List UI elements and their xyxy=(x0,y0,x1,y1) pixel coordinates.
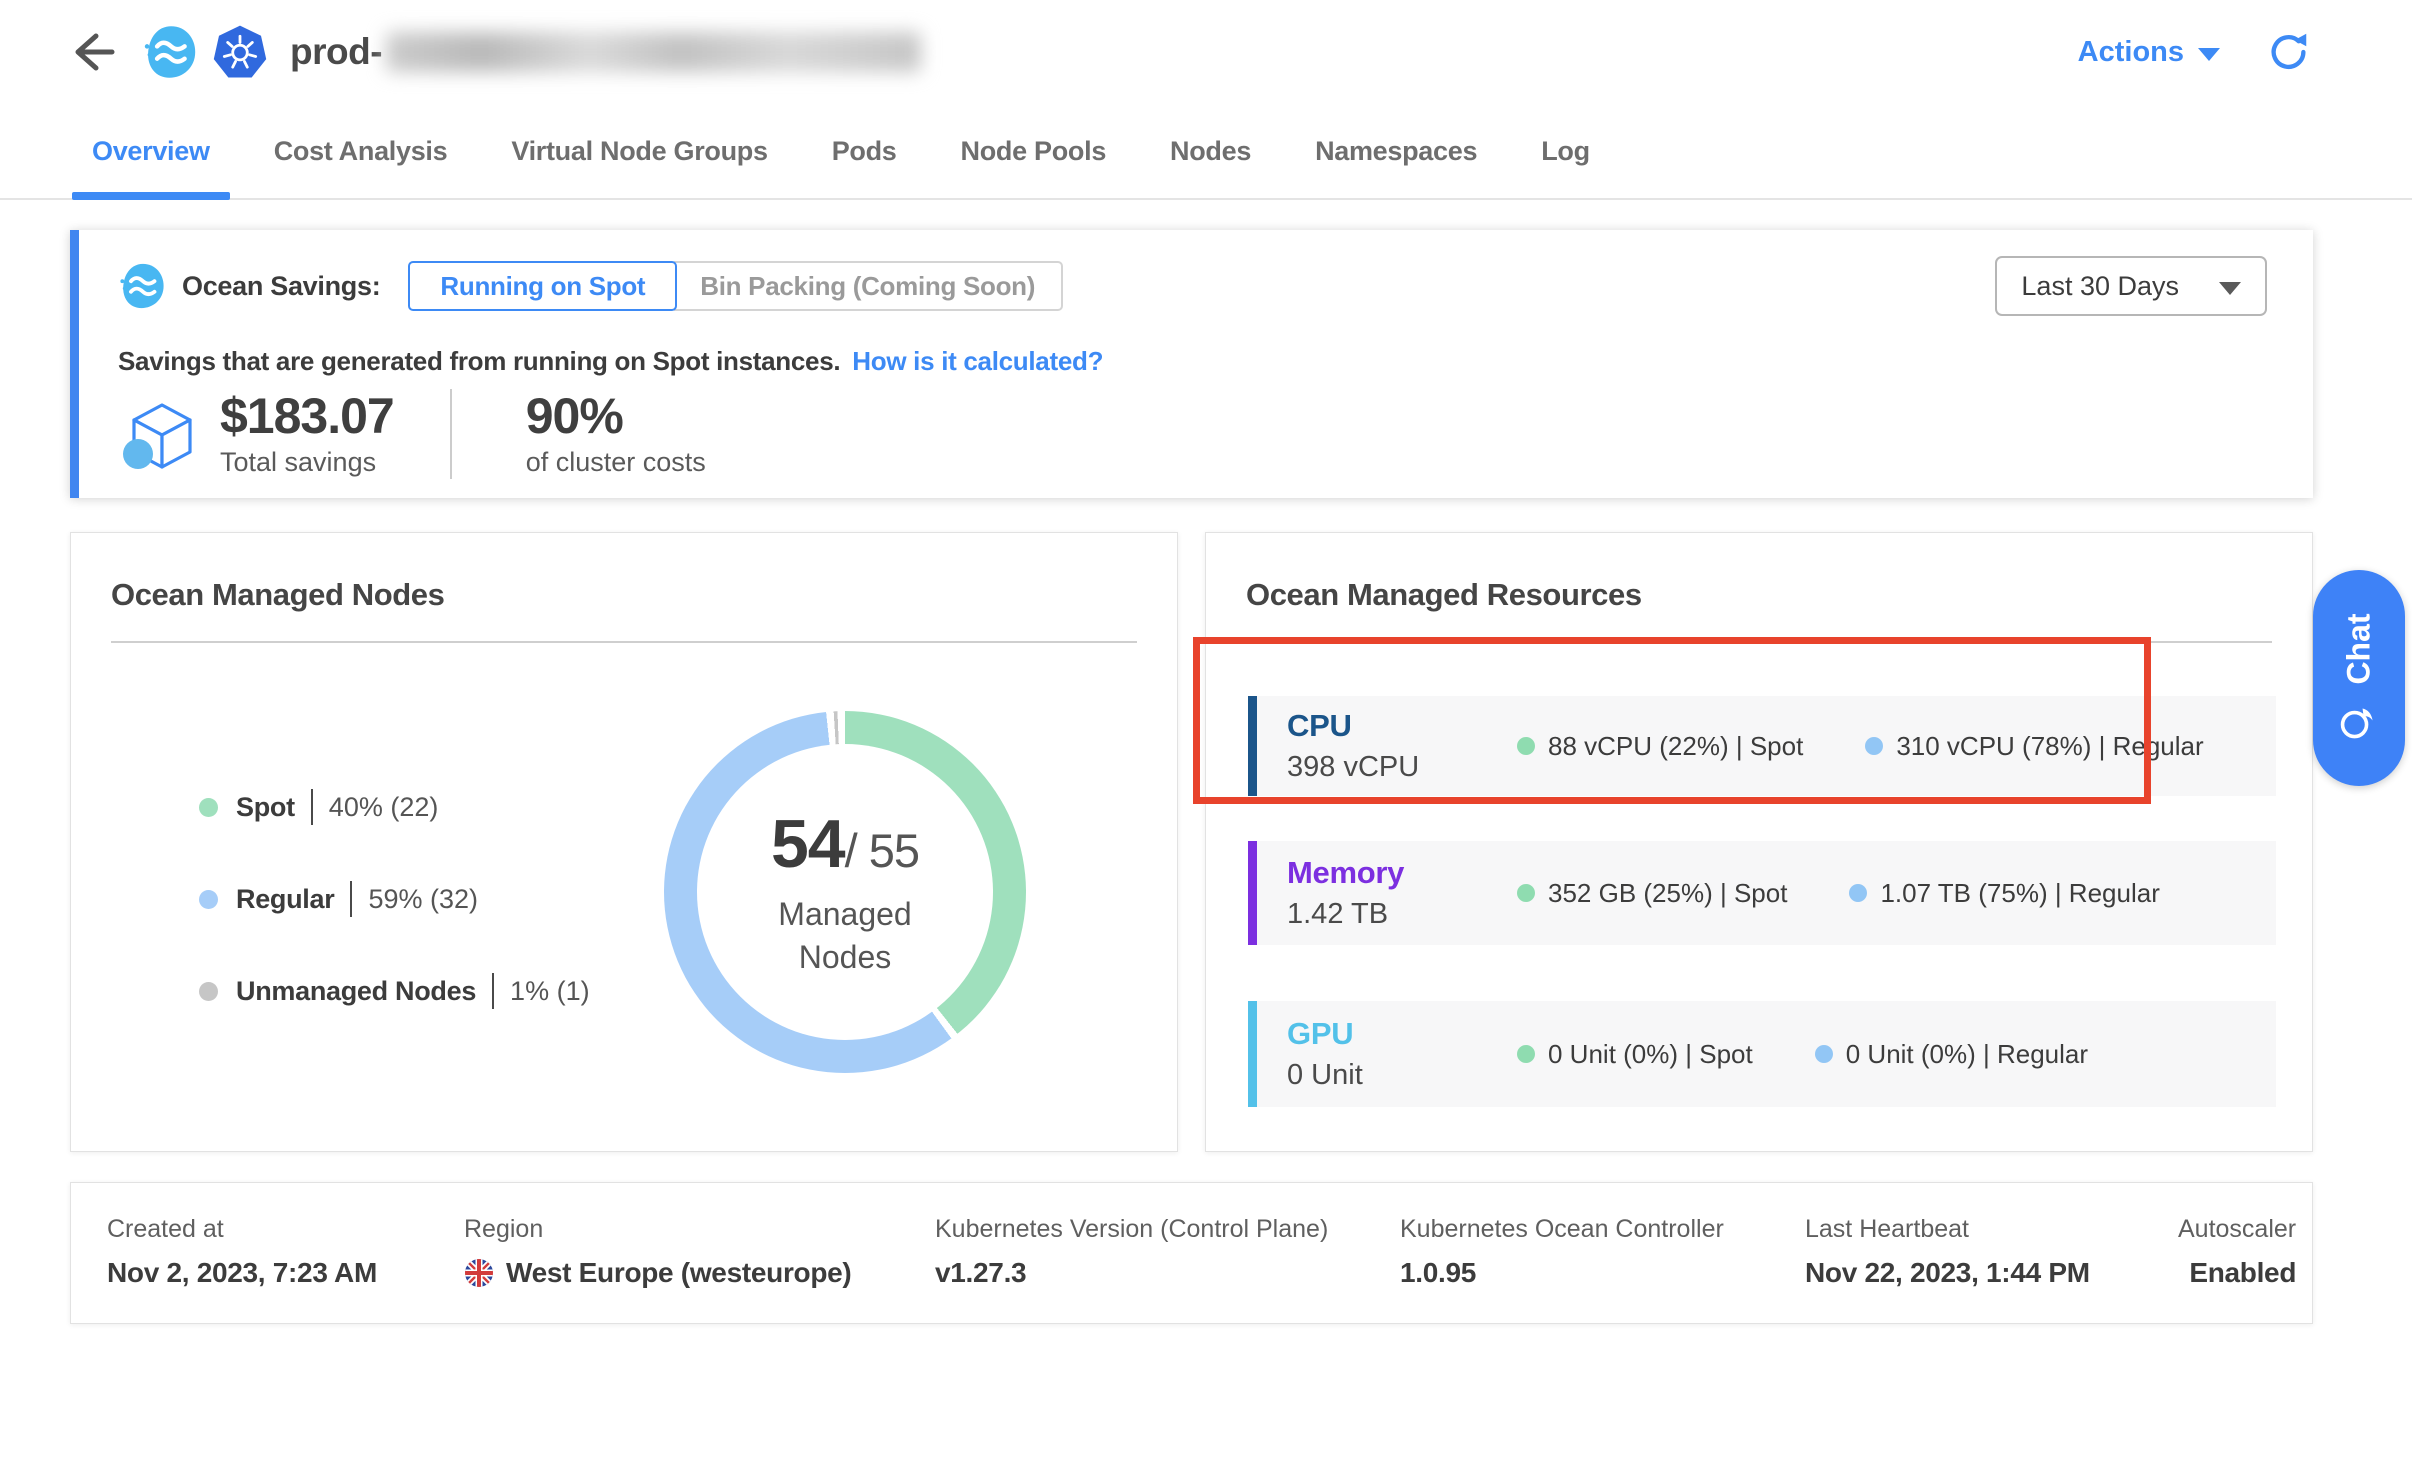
info-autoscaler: Autoscaler Enabled xyxy=(2178,1215,2296,1323)
tab-nodes[interactable]: Nodes xyxy=(1138,104,1283,198)
legend-item-unmanaged[interactable]: Unmanaged Nodes 1% (1) xyxy=(199,973,590,1009)
gpu-spot-stat: 0 Unit (0%) | Spot xyxy=(1517,1039,1753,1070)
cluster-title: prod- xyxy=(290,31,382,73)
refresh-icon[interactable] xyxy=(2266,29,2312,75)
spot-dot-icon xyxy=(199,798,218,817)
total-nodes-count: / 55 xyxy=(845,824,919,877)
ocean-logo-icon xyxy=(142,24,198,80)
donut-center: 54/ 55 Managed Nodes xyxy=(697,744,993,1040)
ocean-savings-label: Ocean Savings: xyxy=(182,271,380,302)
info-k8s-version: Kubernetes Version (Control Plane) v1.27… xyxy=(935,1215,1400,1323)
unmanaged-dot-icon xyxy=(199,982,218,1001)
ocean-savings-icon xyxy=(118,262,166,310)
info-last-heartbeat: Last Heartbeat Nov 22, 2023, 1:44 PM xyxy=(1805,1215,2178,1323)
memory-title: Memory xyxy=(1287,855,1517,891)
spot-dot-icon xyxy=(1517,737,1535,755)
uk-flag-icon xyxy=(464,1258,494,1288)
cpu-regular-stat: 310 vCPU (78%) | Regular xyxy=(1865,731,2203,762)
actions-button[interactable]: Actions xyxy=(2078,36,2220,69)
cpu-total-value: 398 vCPU xyxy=(1287,751,1517,784)
tab-cost-analysis[interactable]: Cost Analysis xyxy=(242,104,480,198)
period-dropdown[interactable]: Last 30 Days xyxy=(1995,256,2267,316)
cluster-title-redacted xyxy=(386,32,921,72)
divider xyxy=(450,389,452,479)
header: prod- Actions xyxy=(0,0,2412,104)
nodes-legend: Spot 40% (22) Regular 59% (32) Unmanaged… xyxy=(199,789,590,1009)
legend-item-regular[interactable]: Regular 59% (32) xyxy=(199,881,590,917)
tab-namespaces[interactable]: Namespaces xyxy=(1283,104,1509,198)
tab-overview[interactable]: Overview xyxy=(60,104,242,198)
savings-percent-value: 90% xyxy=(526,391,706,442)
savings-cube-icon xyxy=(118,392,202,476)
tab-pods[interactable]: Pods xyxy=(800,104,929,198)
total-savings-value: $183.07 xyxy=(220,391,394,442)
divider xyxy=(1246,641,2272,643)
savings-percent-label: of cluster costs xyxy=(526,447,706,478)
info-ocean-controller: Kubernetes Ocean Controller 1.0.95 xyxy=(1400,1215,1805,1323)
managed-nodes-donut-chart: 54/ 55 Managed Nodes xyxy=(664,711,1026,1073)
period-value: Last 30 Days xyxy=(2021,271,2179,302)
regular-dot-icon xyxy=(1865,737,1883,755)
divider xyxy=(111,641,1137,643)
ocean-managed-resources-panel: Ocean Managed Resources CPU 398 vCPU 88 … xyxy=(1205,532,2313,1152)
divider xyxy=(311,789,313,825)
divider xyxy=(492,973,494,1009)
tab-log[interactable]: Log xyxy=(1509,104,1622,198)
memory-regular-stat: 1.07 TB (75%) | Regular xyxy=(1849,878,2159,909)
spot-dot-icon xyxy=(1517,884,1535,902)
memory-spot-stat: 352 GB (25%) | Spot xyxy=(1517,878,1787,909)
managed-nodes-count: 54 xyxy=(771,806,845,882)
ocean-savings-card: Ocean Savings: Running on Spot Bin Packi… xyxy=(70,230,2313,498)
info-created-at: Created at Nov 2, 2023, 7:23 AM xyxy=(107,1215,464,1323)
gpu-regular-stat: 0 Unit (0%) | Regular xyxy=(1815,1039,2088,1070)
spot-dot-icon xyxy=(1517,1045,1535,1063)
chat-label: Chat xyxy=(2341,613,2378,684)
kubernetes-logo-icon xyxy=(212,24,268,80)
chat-button[interactable]: Chat xyxy=(2313,570,2405,786)
running-on-spot-toggle[interactable]: Running on Spot xyxy=(408,261,677,311)
memory-row: Memory 1.42 TB 352 GB (25%) | Spot 1.07 … xyxy=(1248,841,2276,945)
ocean-managed-nodes-panel: Ocean Managed Nodes Spot 40% (22) Regula… xyxy=(70,532,1178,1152)
resources-panel-title: Ocean Managed Resources xyxy=(1246,577,2272,613)
bin-packing-toggle[interactable]: Bin Packing (Coming Soon) xyxy=(674,261,1063,311)
how-calculated-link[interactable]: How is it calculated? xyxy=(852,346,1103,376)
nodes-panel-title: Ocean Managed Nodes xyxy=(111,577,1137,613)
chevron-down-icon xyxy=(2219,282,2241,295)
cluster-info-bar: Created at Nov 2, 2023, 7:23 AM Region W… xyxy=(70,1182,2313,1324)
memory-total-value: 1.42 TB xyxy=(1287,898,1517,931)
tab-virtual-node-groups[interactable]: Virtual Node Groups xyxy=(479,104,799,198)
gpu-title: GPU xyxy=(1287,1016,1517,1052)
gpu-total-value: 0 Unit xyxy=(1287,1059,1517,1092)
savings-description: Savings that are generated from running … xyxy=(118,346,2267,377)
info-region: Region West Europe (westeurope) xyxy=(464,1215,935,1323)
gpu-row: GPU 0 Unit 0 Unit (0%) | Spot 0 Unit (0%… xyxy=(1248,1001,2276,1107)
chat-bubble-icon xyxy=(2339,703,2379,743)
back-arrow-icon[interactable] xyxy=(66,26,118,78)
divider xyxy=(350,881,352,917)
tab-node-pools[interactable]: Node Pools xyxy=(929,104,1139,198)
chevron-down-icon xyxy=(2198,48,2220,61)
regular-dot-icon xyxy=(1849,884,1867,902)
regular-dot-icon xyxy=(1815,1045,1833,1063)
cpu-row: CPU 398 vCPU 88 vCPU (22%) | Spot 310 vC… xyxy=(1248,696,2276,796)
actions-label: Actions xyxy=(2078,36,2184,69)
donut-center-label: Managed Nodes xyxy=(778,893,911,979)
regular-dot-icon xyxy=(199,890,218,909)
legend-item-spot[interactable]: Spot 40% (22) xyxy=(199,789,590,825)
savings-mode-toggle: Running on Spot Bin Packing (Coming Soon… xyxy=(408,261,1063,311)
cpu-title: CPU xyxy=(1287,708,1517,744)
tab-bar: Overview Cost Analysis Virtual Node Grou… xyxy=(0,104,2412,200)
cpu-spot-stat: 88 vCPU (22%) | Spot xyxy=(1517,731,1803,762)
total-savings-label: Total savings xyxy=(220,447,394,478)
